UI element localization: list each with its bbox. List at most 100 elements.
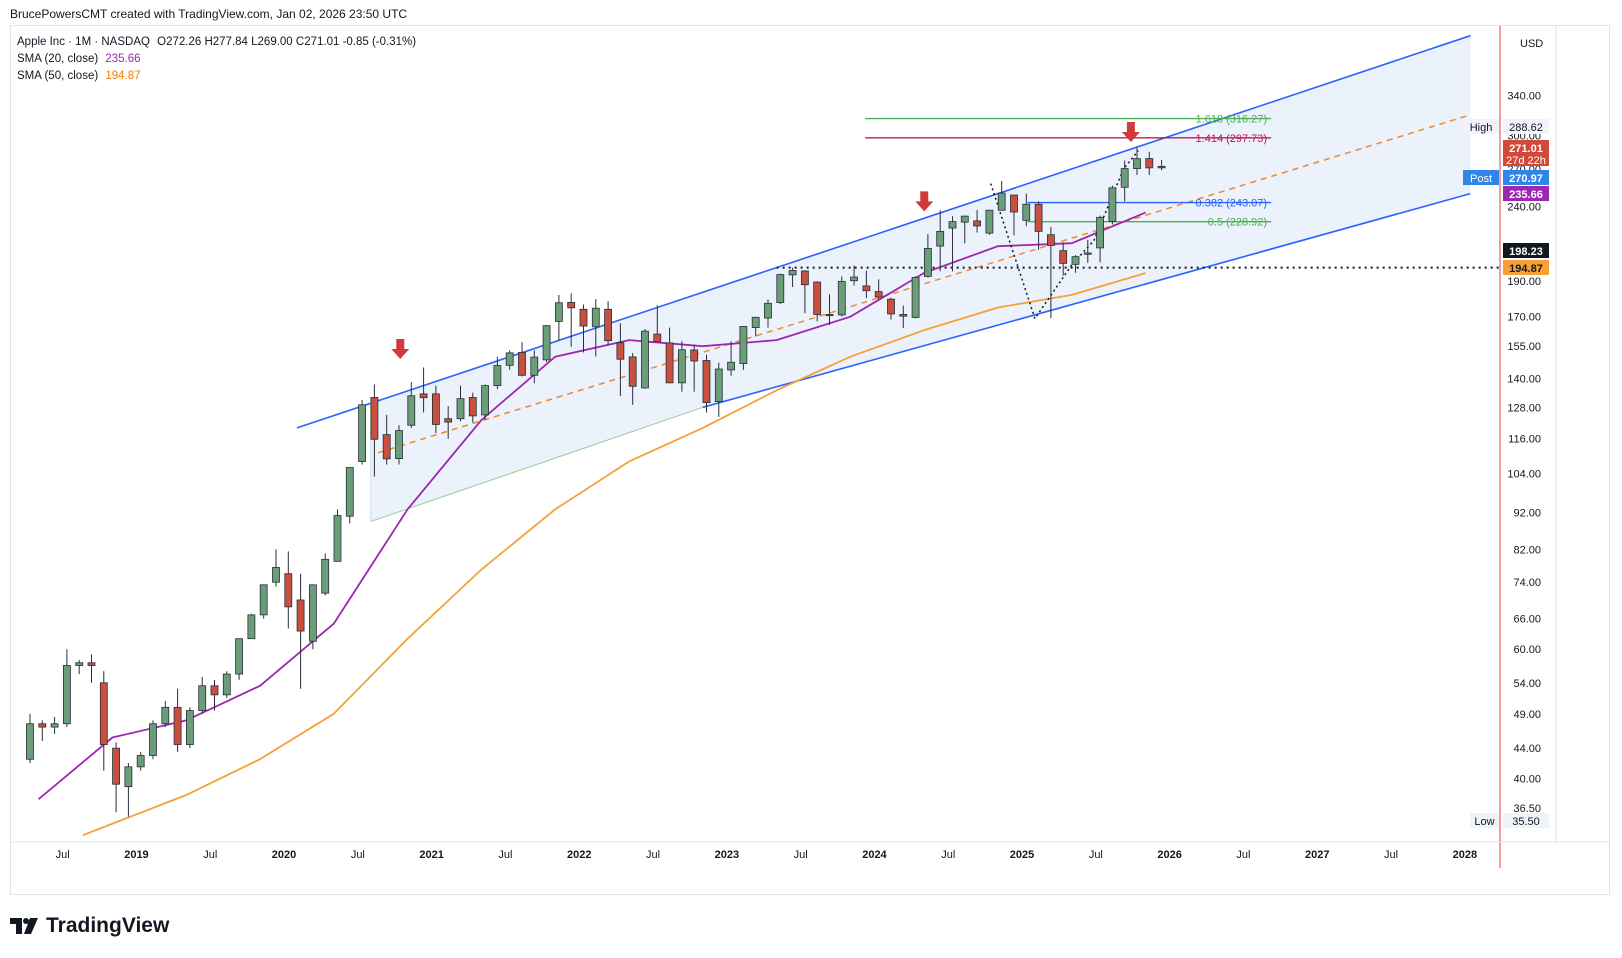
candle xyxy=(222,671,231,698)
candle xyxy=(272,549,280,587)
channel-lower-line xyxy=(702,192,1471,409)
price-tag: 198.23 xyxy=(1503,243,1549,258)
candle xyxy=(948,216,957,272)
channel-fill xyxy=(370,35,1471,522)
legend-sma50-row[interactable]: SMA (50, close) 194.87 xyxy=(17,68,420,85)
candle-body xyxy=(579,308,588,327)
price-tag-value: 194.87 xyxy=(1509,263,1543,275)
price-tag-bg xyxy=(1503,186,1549,201)
candle xyxy=(26,713,34,764)
time-axis-tick: 2027 xyxy=(1305,849,1329,861)
candle xyxy=(554,294,563,341)
candle-body xyxy=(702,360,711,403)
candle xyxy=(887,297,895,320)
candle-body xyxy=(899,314,908,317)
price-axis-tick: 340.00 xyxy=(1507,90,1541,102)
candle xyxy=(936,210,945,272)
time-axis-tick: Jul xyxy=(56,849,70,861)
candle-body xyxy=(505,352,514,366)
candle-body xyxy=(50,723,59,728)
candle-body xyxy=(345,467,354,517)
candle xyxy=(333,509,342,562)
candle xyxy=(567,293,576,347)
candle xyxy=(198,676,207,714)
chart-credit: BrucePowersCMT created with TradingView.… xyxy=(10,7,408,21)
candle-body xyxy=(1046,234,1055,246)
candle xyxy=(358,399,366,465)
price-tag: Post 270.97 xyxy=(1463,170,1549,185)
price-tag-value: 270.97 xyxy=(1509,173,1543,185)
candle xyxy=(776,273,785,305)
candle-body xyxy=(493,365,502,387)
candle xyxy=(481,384,489,421)
candle xyxy=(50,717,59,734)
candle-body xyxy=(1059,250,1068,264)
legend-sma20-row[interactable]: SMA (20, close) 235.66 xyxy=(17,51,420,68)
price-axis-tick: 190.00 xyxy=(1507,276,1541,288)
candle xyxy=(296,573,305,689)
candle-body xyxy=(714,368,723,403)
candle xyxy=(973,209,981,233)
legend-symbol-row[interactable]: Apple Inc · 1M · NASDAQ O272.26 H277.84 … xyxy=(17,34,420,51)
candle xyxy=(653,305,662,343)
time-axis-tick: 2019 xyxy=(124,849,148,861)
plot-layer: 1.618 (316.27) 1.414 (297.73) 0.382 (243.0… xyxy=(26,34,1500,837)
candle xyxy=(628,353,637,405)
price-tag-value: 198.23 xyxy=(1509,246,1543,258)
candle-body xyxy=(862,285,871,292)
price-tag-label: High xyxy=(1470,122,1493,134)
down-arrow-marker xyxy=(915,191,934,212)
candle-body xyxy=(198,685,207,711)
candle-body xyxy=(1096,216,1104,249)
candle-body xyxy=(739,326,748,364)
candle xyxy=(1046,226,1055,319)
price-tag: Low 35.50 xyxy=(1470,813,1549,828)
price-axis-tick: 40.00 xyxy=(1513,774,1541,786)
price-tag-countdown: 27d 22h xyxy=(1506,155,1546,167)
price-axis-tick: 155.00 xyxy=(1507,341,1541,353)
chart-pane[interactable] xyxy=(10,25,1610,895)
v-pattern-dotted xyxy=(989,150,1139,321)
candle xyxy=(837,276,846,317)
price-tag-value: 235.66 xyxy=(1509,189,1543,201)
candle-body xyxy=(1108,187,1117,222)
price-tag: 235.66 xyxy=(1503,186,1549,201)
candle xyxy=(911,276,920,319)
candle-body xyxy=(296,599,305,632)
tradingview-logo[interactable]: TradingView xyxy=(10,914,169,938)
candle xyxy=(419,367,428,413)
candle xyxy=(1145,151,1154,176)
candle xyxy=(407,382,416,428)
candle-body xyxy=(567,301,576,309)
candle-body xyxy=(874,291,883,298)
legend-ohlc: O272.26 H277.84 L269.00 C271.01 -0.85 (-… xyxy=(157,36,417,48)
candle xyxy=(714,362,723,417)
candle-body xyxy=(628,356,637,387)
candle xyxy=(1059,242,1068,276)
candle-body xyxy=(235,638,243,675)
time-axis-tick: 2020 xyxy=(272,849,296,861)
candle xyxy=(149,720,157,760)
candle-body xyxy=(960,215,969,223)
candle xyxy=(1108,185,1117,225)
candle xyxy=(161,701,170,728)
price-axis-tick: 49.00 xyxy=(1513,709,1541,721)
candle-body xyxy=(419,393,428,399)
candle xyxy=(677,341,686,392)
candle-body xyxy=(308,584,317,642)
candle-body xyxy=(468,397,477,417)
candle xyxy=(505,350,514,370)
candle-body xyxy=(247,614,256,640)
candle xyxy=(185,707,194,749)
fib-level-label: 1.618 (316.27) xyxy=(1196,114,1268,126)
candle-body xyxy=(136,755,145,768)
candle-body xyxy=(1083,252,1092,255)
channel-start-line xyxy=(370,406,704,522)
time-axis-tick: Jul xyxy=(351,849,365,861)
candle-body xyxy=(800,270,809,286)
candle xyxy=(764,299,772,328)
price-tag-label: Low xyxy=(1474,816,1494,828)
candle xyxy=(1120,160,1129,202)
price-tag-bg xyxy=(1503,260,1549,275)
